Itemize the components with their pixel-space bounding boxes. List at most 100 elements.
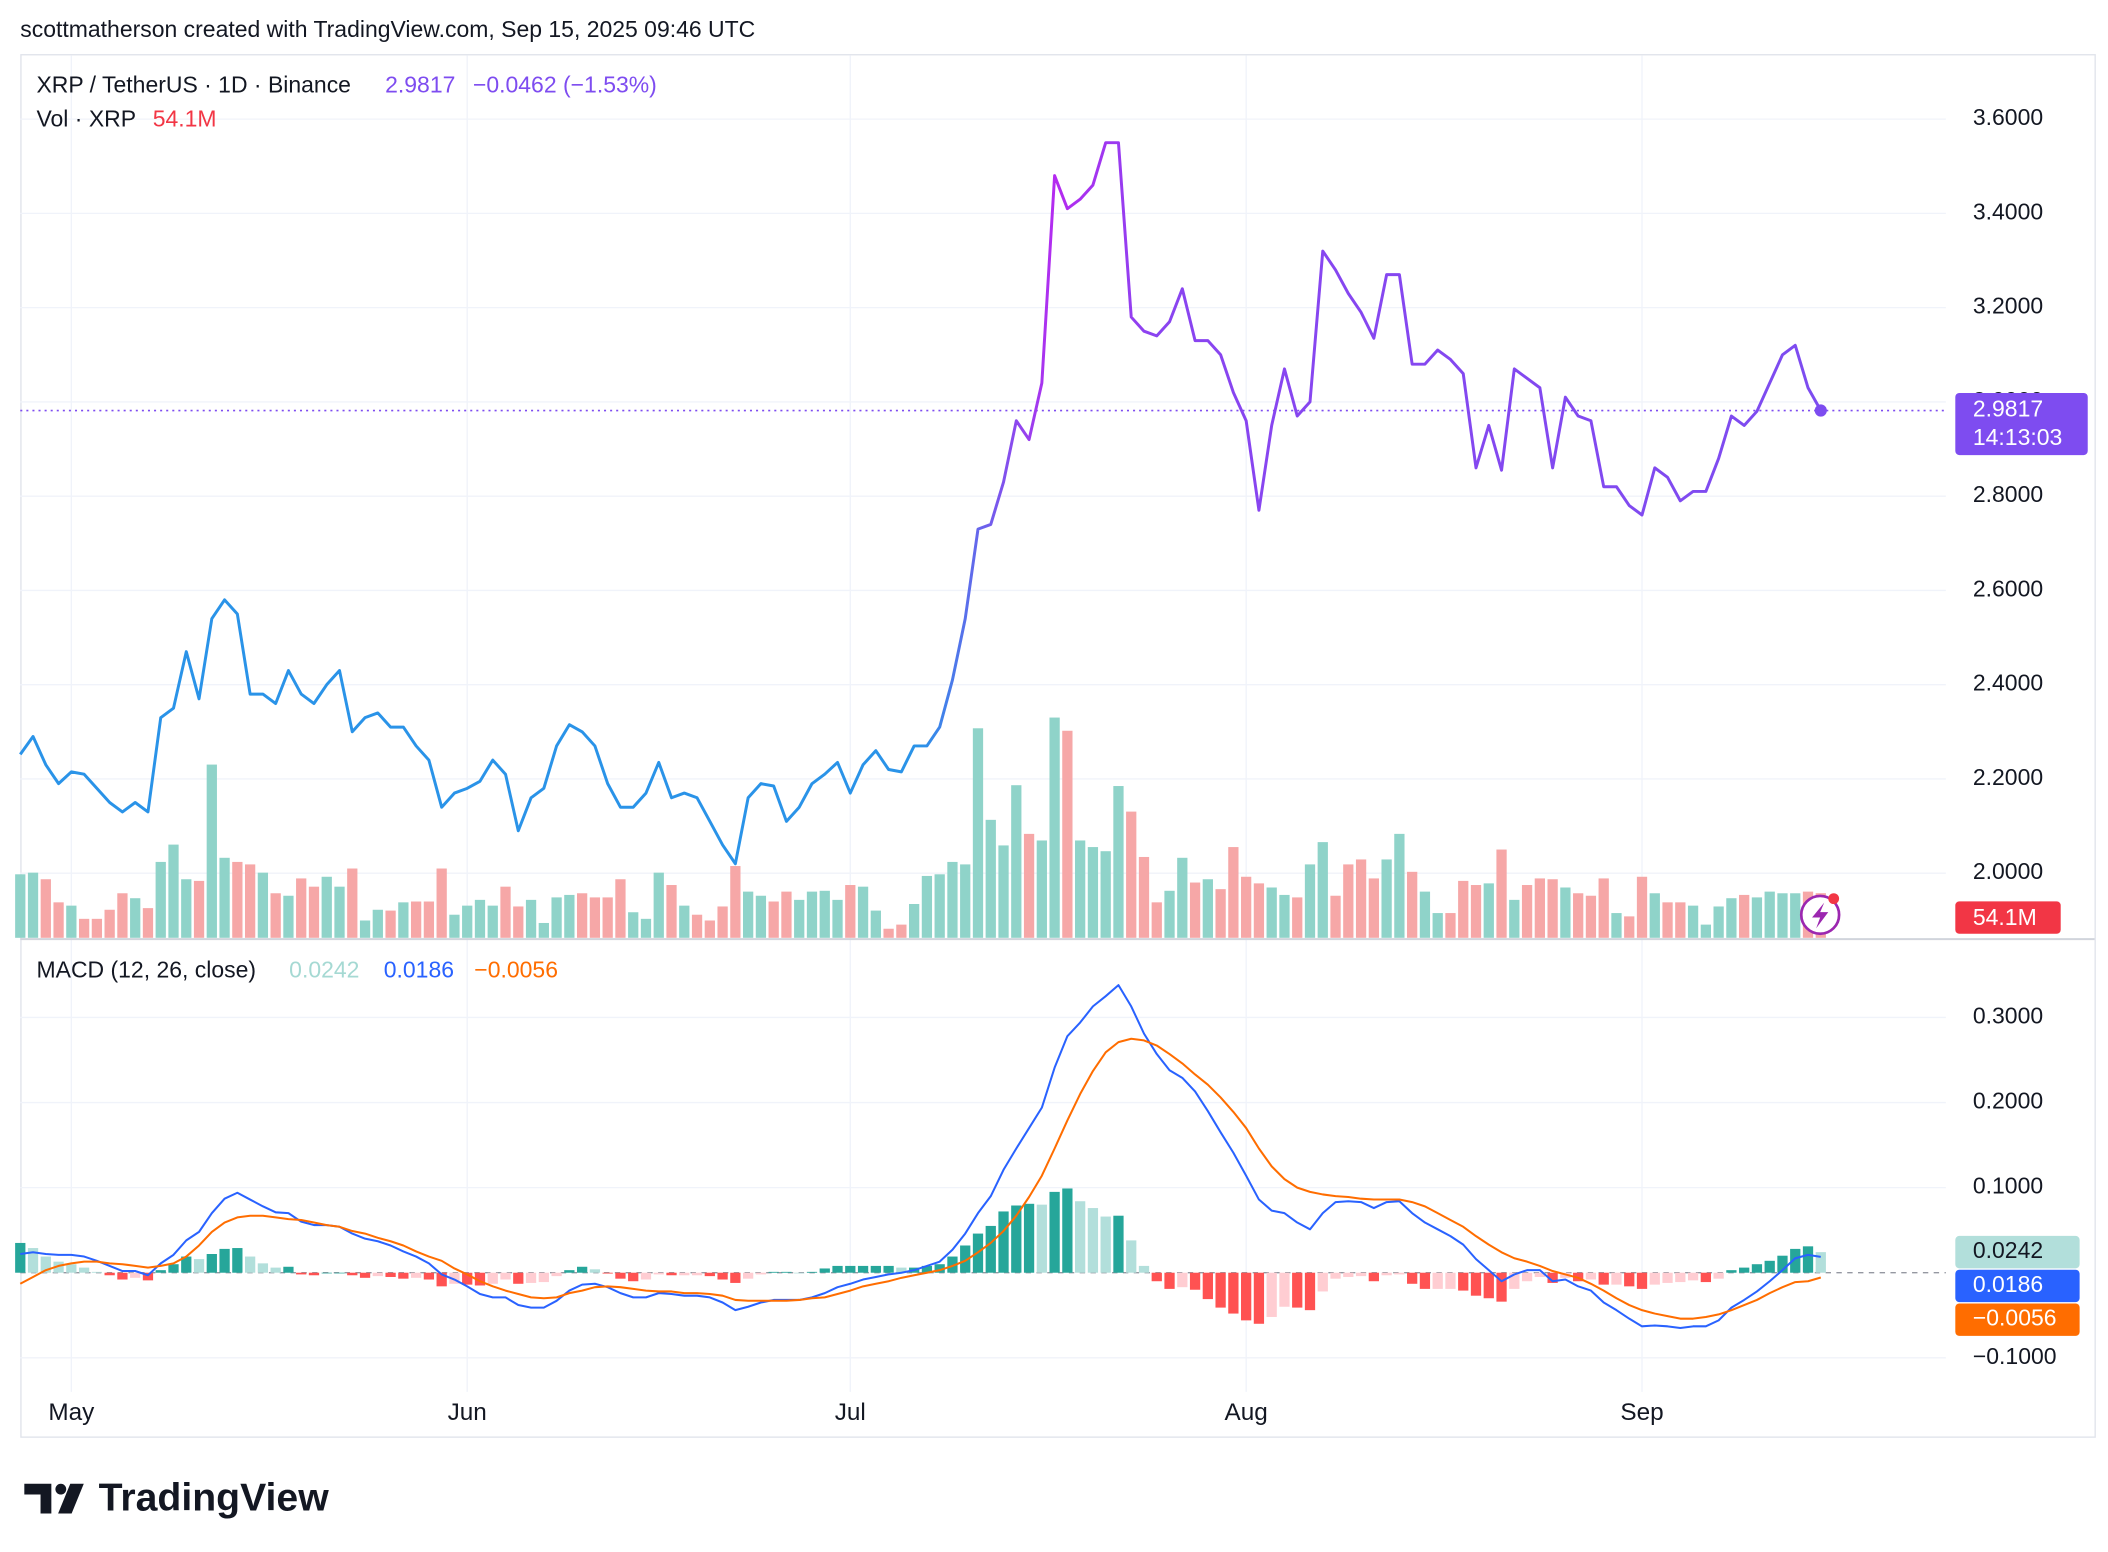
histogram-bar: [117, 1272, 128, 1280]
icon-dot: [1828, 893, 1840, 905]
volume-bar: [589, 897, 601, 938]
histogram-bar: [1419, 1272, 1431, 1289]
brand-logo[interactable]: TradingView: [24, 1476, 329, 1519]
volume-bar: [615, 879, 626, 938]
volume-bar: [896, 924, 907, 938]
volume-bar: [462, 905, 473, 938]
volume-bar: [1470, 885, 1482, 938]
y-tick-label: −0.1000: [1973, 1343, 2057, 1369]
histogram-bar: [1087, 1208, 1099, 1273]
volume-bar: [1790, 893, 1801, 938]
x-tick-label: Jun: [448, 1399, 487, 1426]
volume-bar: [1228, 847, 1239, 938]
volume-bar: [1675, 902, 1686, 938]
histogram-bar: [947, 1256, 958, 1273]
histogram-bar: [1279, 1272, 1290, 1307]
histogram-bar: [832, 1265, 843, 1273]
histogram-bar: [1726, 1270, 1737, 1273]
volume-bar: [436, 868, 447, 938]
histogram-bar: [857, 1265, 869, 1273]
histogram-bar: [1317, 1272, 1328, 1292]
volume-bar: [372, 909, 383, 938]
volume-bar: [972, 728, 984, 938]
histogram-bar: [934, 1264, 945, 1273]
histogram-bar: [1100, 1216, 1111, 1273]
histogram-bar: [870, 1265, 881, 1273]
signal-legend: −0.0056: [474, 957, 558, 983]
volume-bar: [257, 872, 269, 938]
volume-bar: [921, 875, 933, 938]
histogram-bar: [1381, 1272, 1392, 1276]
histogram-bar: [1585, 1272, 1597, 1280]
histogram-bar: [372, 1272, 383, 1277]
histogram-bar: [27, 1248, 39, 1273]
histogram-bar: [1636, 1272, 1648, 1289]
histogram-bar: [78, 1267, 90, 1273]
volume-bar: [883, 928, 894, 938]
volume-bar: [1687, 905, 1699, 938]
alert-icon[interactable]: [1799, 893, 1841, 936]
volume-bar: [181, 879, 192, 938]
histogram-bar: [653, 1272, 664, 1275]
histogram-bar: [244, 1256, 256, 1273]
histogram-bar: [602, 1272, 613, 1274]
histogram-bar: [1700, 1272, 1711, 1283]
histogram-bar: [91, 1271, 103, 1273]
histogram-bar: [768, 1271, 779, 1273]
histogram-bar: [1713, 1272, 1724, 1279]
histogram-bar: [1151, 1272, 1162, 1282]
volume-bar: [1189, 882, 1201, 938]
y-tick-label: 2.0000: [1973, 858, 2043, 884]
histogram-bar: [359, 1272, 371, 1278]
y-tick-label: 3.4000: [1973, 198, 2043, 224]
brand-name: TradingView: [99, 1476, 330, 1519]
price-tag-value: 2.9817: [1973, 396, 2043, 422]
volume-bar: [1292, 897, 1303, 938]
value-tag: [1955, 1269, 2080, 1303]
histogram-bar: [615, 1272, 626, 1279]
volume-bar: [1253, 883, 1265, 938]
histogram-bar: [1023, 1203, 1035, 1273]
volume-bar: [66, 905, 77, 938]
volume-bar: [27, 872, 39, 938]
histogram-bar: [1432, 1272, 1443, 1289]
volume-bar: [755, 895, 767, 938]
histogram-bar: [1764, 1260, 1775, 1273]
volume-bar: [117, 893, 128, 938]
volume-bar: [1151, 902, 1162, 938]
histogram-bar: [206, 1254, 217, 1273]
histogram-bar: [576, 1266, 588, 1273]
histogram-bar: [960, 1245, 971, 1273]
histogram-bar: [462, 1272, 473, 1285]
volume-bar: [1215, 889, 1226, 938]
histogram-bar: [1483, 1272, 1494, 1299]
volume-bar: [1585, 895, 1597, 938]
volume-bar: [308, 886, 320, 938]
histogram-bar: [347, 1272, 358, 1276]
histogram-bar: [538, 1272, 549, 1283]
volume-bar: [474, 899, 486, 938]
volume-tag: [1955, 901, 2061, 934]
volume-bar: [500, 886, 511, 938]
x-tick-label: Aug: [1225, 1399, 1268, 1426]
volume-bar: [487, 905, 498, 938]
histogram-bar: [436, 1272, 447, 1287]
histogram-bar: [500, 1272, 511, 1280]
volume-bar: [1458, 880, 1469, 938]
volume-bar: [640, 918, 652, 938]
y-tick-label: 0.2000: [1973, 1088, 2043, 1114]
volume-bar: [691, 914, 703, 938]
volume-bar: [91, 918, 103, 938]
histogram-bar: [640, 1272, 652, 1280]
histogram-bar: [883, 1265, 894, 1273]
histogram-bar: [704, 1272, 715, 1277]
price-line: [19, 141, 1823, 866]
histogram-bar: [1292, 1272, 1303, 1308]
volume-bar: [1560, 887, 1571, 938]
histogram-bar: [1215, 1272, 1226, 1308]
volume-bar: [628, 912, 639, 938]
volume-bar: [321, 876, 332, 938]
volume-bar: [1394, 833, 1405, 938]
volume-bar: [947, 861, 958, 938]
volume-bar: [1036, 840, 1047, 938]
